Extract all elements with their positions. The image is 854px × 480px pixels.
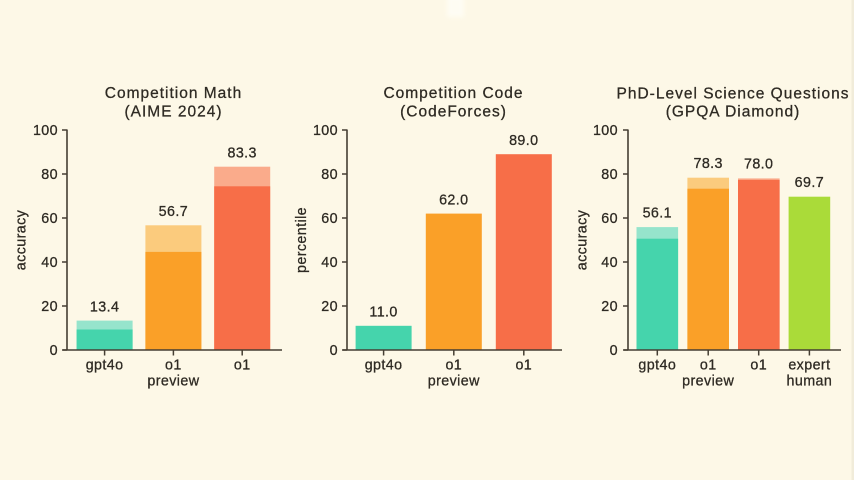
svg-text:(GPQA Diamond): (GPQA Diamond) [666,103,801,120]
svg-text:accuracy: accuracy [575,209,591,270]
svg-text:56.1: 56.1 [643,205,672,221]
svg-text:20: 20 [601,299,618,315]
svg-text:69.7: 69.7 [795,175,824,191]
svg-text:20: 20 [321,299,338,315]
svg-text:o1: o1 [515,358,532,374]
svg-text:gpt4o: gpt4o [365,358,403,374]
svg-text:0: 0 [330,343,338,359]
svg-text:78.3: 78.3 [693,156,722,172]
svg-text:56.7: 56.7 [159,204,188,220]
svg-text:o1: o1 [165,358,182,374]
svg-text:accuracy: accuracy [14,209,30,270]
svg-text:80: 80 [41,167,58,183]
svg-text:60: 60 [41,211,58,227]
svg-text:gpt4o: gpt4o [638,358,676,374]
svg-text:60: 60 [601,211,618,227]
svg-text:preview: preview [682,373,734,389]
svg-text:60: 60 [321,211,338,227]
svg-text:(CodeForces): (CodeForces) [400,103,507,120]
svg-text:62.0: 62.0 [439,192,468,208]
svg-text:89.0: 89.0 [509,133,538,149]
svg-text:80: 80 [601,167,618,183]
svg-text:percentile: percentile [294,207,310,273]
svg-text:0: 0 [50,343,58,359]
svg-text:100: 100 [313,123,338,139]
svg-text:100: 100 [593,123,618,139]
svg-text:11.0: 11.0 [369,305,397,321]
svg-text:preview: preview [428,373,480,389]
svg-text:preview: preview [147,373,199,389]
svg-text:40: 40 [601,255,618,271]
svg-text:13.4: 13.4 [90,299,119,315]
svg-text:Competition Code: Competition Code [383,85,523,102]
svg-text:expert: expert [788,358,830,374]
svg-text:100: 100 [33,123,58,139]
svg-text:80: 80 [321,167,338,183]
svg-text:gpt4o: gpt4o [86,358,124,374]
svg-text:40: 40 [41,255,58,271]
svg-text:Competition Math: Competition Math [105,85,242,102]
svg-text:human: human [787,373,833,389]
svg-text:20: 20 [41,299,58,315]
svg-text:o1: o1 [234,358,251,374]
svg-text:(AIME 2024): (AIME 2024) [124,103,222,120]
svg-text:78.0: 78.0 [744,157,773,173]
svg-text:o1: o1 [700,358,717,374]
svg-text:o1: o1 [750,358,767,374]
svg-text:83.3: 83.3 [227,146,256,162]
svg-text:PhD-Level Science Questions: PhD-Level Science Questions [617,85,850,102]
svg-text:40: 40 [321,255,338,271]
svg-text:0: 0 [610,343,618,359]
svg-text:o1: o1 [445,358,462,374]
